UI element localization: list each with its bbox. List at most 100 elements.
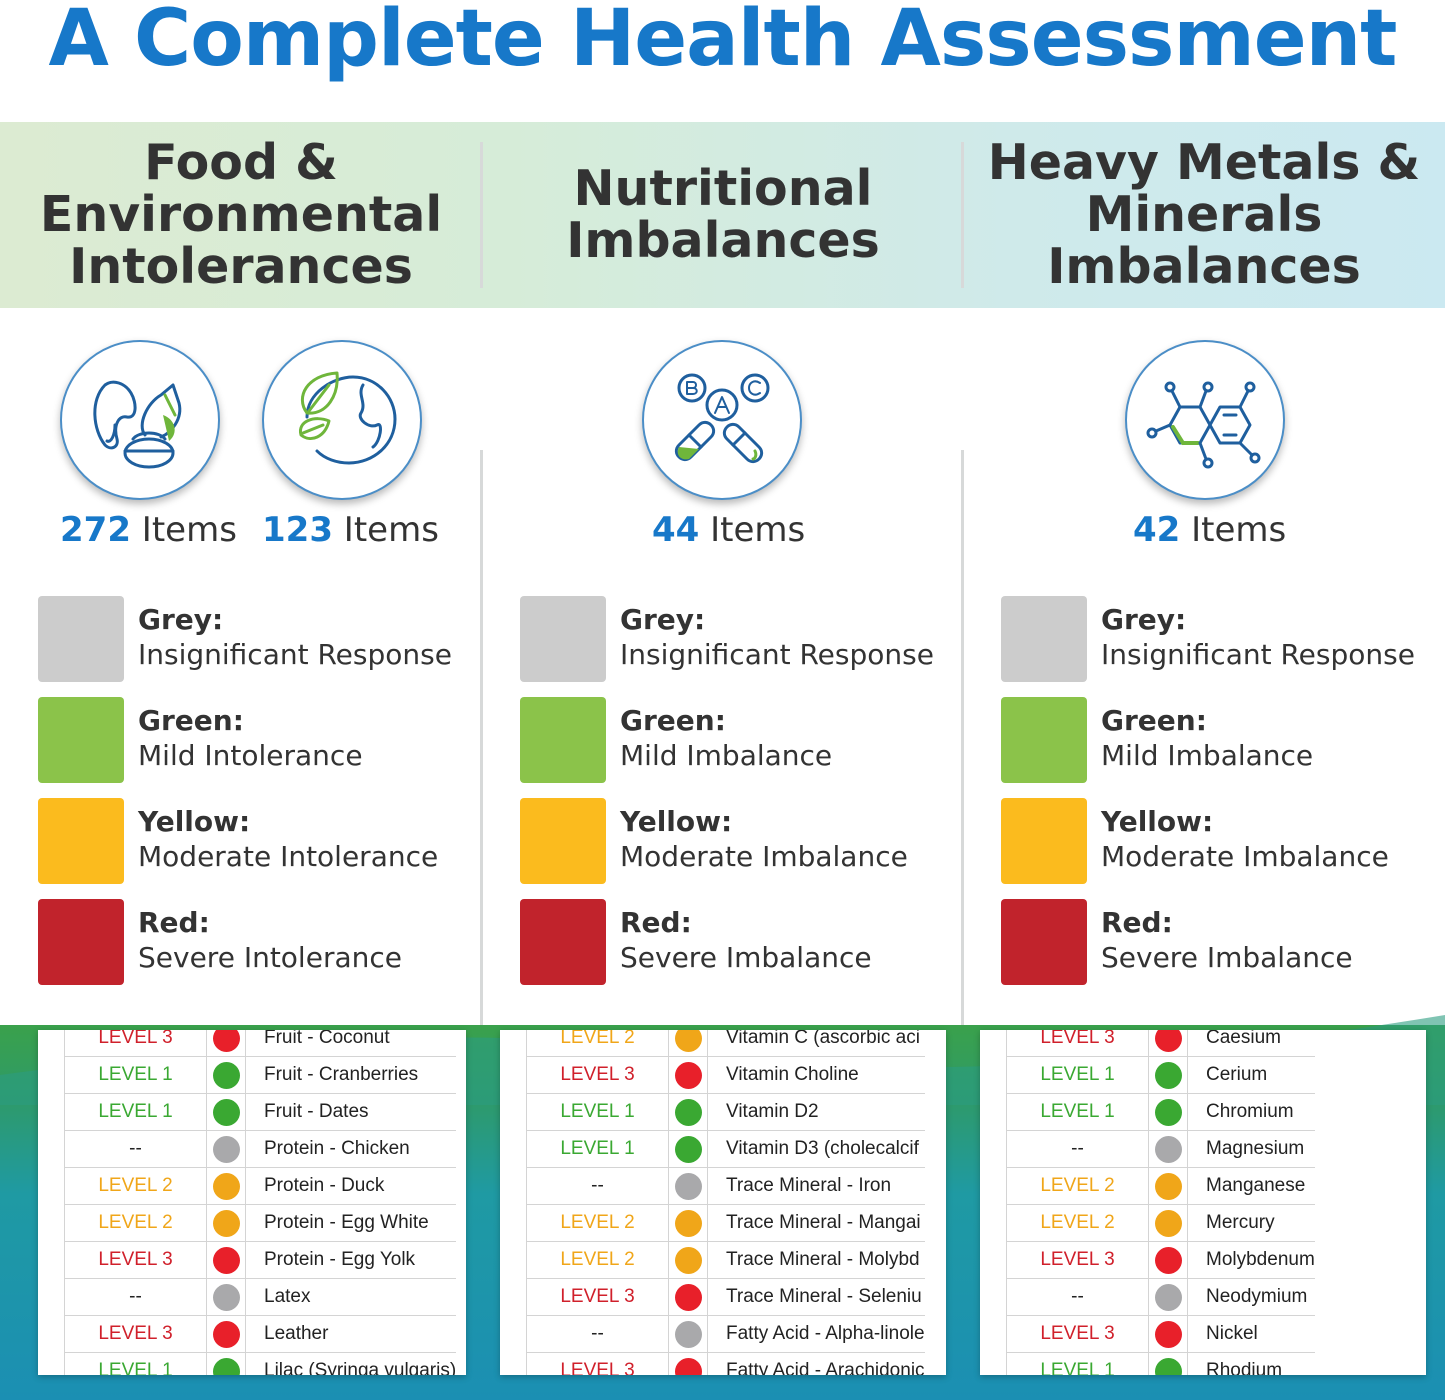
- level-cell: LEVEL 1: [526, 1130, 669, 1168]
- table-row: LEVEL 1 Cerium: [1006, 1056, 1315, 1094]
- level-cell: --: [1006, 1278, 1149, 1316]
- status-dot-cell: [668, 1056, 708, 1094]
- column-divider: [480, 450, 483, 1380]
- yellow-swatch: [38, 798, 124, 884]
- level-cell: LEVEL 1: [64, 1093, 207, 1131]
- report-table: LEVEL 3 Caesium LEVEL 1 Cerium LEVEL 1 Chromi…: [1006, 1030, 1315, 1375]
- level-cell: --: [1006, 1130, 1149, 1168]
- level-cell: --: [526, 1167, 669, 1205]
- status-dot: [674, 1209, 702, 1237]
- column-header: Nutritional Imbalances: [566, 160, 880, 269]
- status-dot: [212, 1209, 240, 1237]
- status-dot: [212, 1357, 240, 1375]
- legend-desc: Insignificant Response: [138, 638, 452, 671]
- report-sheet-heavy-metals: LEVEL 3 Caesium LEVEL 1 Cerium LEVEL 1 Chromi…: [980, 1030, 1426, 1375]
- molecule-icon: [1125, 340, 1285, 500]
- level-cell: LEVEL 1: [1006, 1056, 1149, 1094]
- item-name-cell: Fruit - Coconut: [245, 1030, 457, 1057]
- status-dot: [674, 1283, 702, 1311]
- status-dot-cell: [1148, 1315, 1188, 1353]
- status-dot-cell: [668, 1130, 708, 1168]
- table-row: LEVEL 1 Fruit - Dates: [64, 1093, 457, 1131]
- table-row: LEVEL 1 Vitamin D3 (cholecalcif: [526, 1130, 925, 1168]
- item-count-unit: Items: [343, 510, 439, 550]
- status-dot-cell: [1148, 1093, 1188, 1131]
- item-name-cell: Vitamin C (ascorbic aci: [706, 1030, 925, 1057]
- status-dot-cell: [206, 1352, 246, 1375]
- status-dot-cell: [206, 1278, 246, 1316]
- item-name-cell: Trace Mineral - Iron: [706, 1167, 925, 1205]
- status-dot-cell: [668, 1204, 708, 1242]
- item-name-cell: Protein - Chicken: [245, 1130, 457, 1168]
- table-row: LEVEL 3 Nickel: [1006, 1315, 1315, 1353]
- status-dot: [212, 1061, 240, 1089]
- status-dot-cell: [1148, 1278, 1188, 1316]
- report-sheet-food: LEVEL 3 Fruit - Coconut LEVEL 1 Fruit - Cra…: [38, 1030, 466, 1375]
- food-icon: [60, 340, 220, 500]
- column-heavy-metals: Heavy Metals & Minerals Imbalances 42 It…: [963, 0, 1445, 1400]
- status-dot-cell: [206, 1241, 246, 1279]
- status-dot: [1154, 1030, 1182, 1052]
- item-count-unit: Items: [1191, 510, 1287, 550]
- item-count-number: 272: [60, 510, 131, 550]
- status-dot-cell: [668, 1030, 708, 1057]
- grey-swatch: [38, 596, 124, 682]
- level-cell: LEVEL 2: [64, 1204, 207, 1242]
- legend-desc: Severe Imbalance: [1101, 941, 1353, 974]
- status-dot: [212, 1135, 240, 1163]
- level-cell: LEVEL 1: [1006, 1093, 1149, 1131]
- item-name-cell: Fruit - Cranberries: [245, 1056, 457, 1094]
- column-food-environmental: Food & Environmental Intolerances 272 It…: [0, 0, 482, 1400]
- green-swatch: [38, 697, 124, 783]
- level-cell: LEVEL 2: [1006, 1167, 1149, 1205]
- level-cell: LEVEL 3: [1006, 1030, 1149, 1057]
- status-dot-cell: [206, 1056, 246, 1094]
- status-dot-cell: [668, 1241, 708, 1279]
- green-swatch: [520, 697, 606, 783]
- item-count-number: 44: [652, 510, 700, 550]
- status-dot: [674, 1030, 702, 1052]
- legend-name: Green:: [138, 704, 244, 737]
- legend-name: Grey:: [620, 603, 706, 636]
- status-dot-cell: [1148, 1241, 1188, 1279]
- item-count-number: 42: [1133, 510, 1181, 550]
- legend-name: Grey:: [1101, 603, 1187, 636]
- yellow-swatch: [520, 798, 606, 884]
- item-name-cell: Cerium: [1186, 1056, 1315, 1094]
- item-name-cell: Nickel: [1186, 1315, 1315, 1353]
- header-divider: [480, 142, 483, 288]
- legend-name: Grey:: [138, 603, 224, 636]
- table-row: -- Neodymium: [1006, 1278, 1315, 1316]
- level-cell: --: [64, 1278, 207, 1316]
- legend-grey: Grey: Insignificant Response: [38, 596, 478, 684]
- level-cell: LEVEL 3: [64, 1241, 207, 1279]
- table-row: LEVEL 3 Fatty Acid - Arachidonic: [526, 1352, 925, 1375]
- status-dot-cell: [1148, 1352, 1188, 1375]
- table-row: LEVEL 1 Fruit - Cranberries: [64, 1056, 457, 1094]
- item-name-cell: Fatty Acid - Arachidonic: [706, 1352, 925, 1375]
- category-header-band: [0, 122, 1445, 308]
- table-row: LEVEL 3 Leather: [64, 1315, 457, 1353]
- item-name-cell: Latex: [245, 1278, 457, 1316]
- item-name-cell: Vitamin D3 (cholecalcif: [706, 1130, 925, 1168]
- status-dot: [674, 1172, 702, 1200]
- legend-desc: Mild Intolerance: [138, 739, 363, 772]
- legend-desc: Severe Intolerance: [138, 941, 402, 974]
- item-name-cell: Leather: [245, 1315, 457, 1353]
- item-name-cell: Manganese: [1186, 1167, 1315, 1205]
- level-cell: LEVEL 1: [1006, 1352, 1149, 1375]
- status-dot-cell: [206, 1315, 246, 1353]
- report-table: LEVEL 2 Vitamin C (ascorbic aci LEVEL 3 Vit…: [526, 1030, 925, 1375]
- table-row: -- Latex: [64, 1278, 457, 1316]
- page-title: A Complete Health Assessment: [48, 0, 1398, 84]
- status-dot-cell: [206, 1093, 246, 1131]
- status-dot: [1154, 1098, 1182, 1126]
- status-dot: [674, 1061, 702, 1089]
- status-dot: [212, 1283, 240, 1311]
- status-dot: [1154, 1209, 1182, 1237]
- green-swatch: [1001, 697, 1087, 783]
- legend-name: Green:: [620, 704, 726, 737]
- column-nutritional: Nutritional Imbalances 44 Items Grey: Ins…: [482, 0, 964, 1400]
- item-name-cell: Rhodium: [1186, 1352, 1315, 1375]
- legend-name: Red:: [620, 906, 692, 939]
